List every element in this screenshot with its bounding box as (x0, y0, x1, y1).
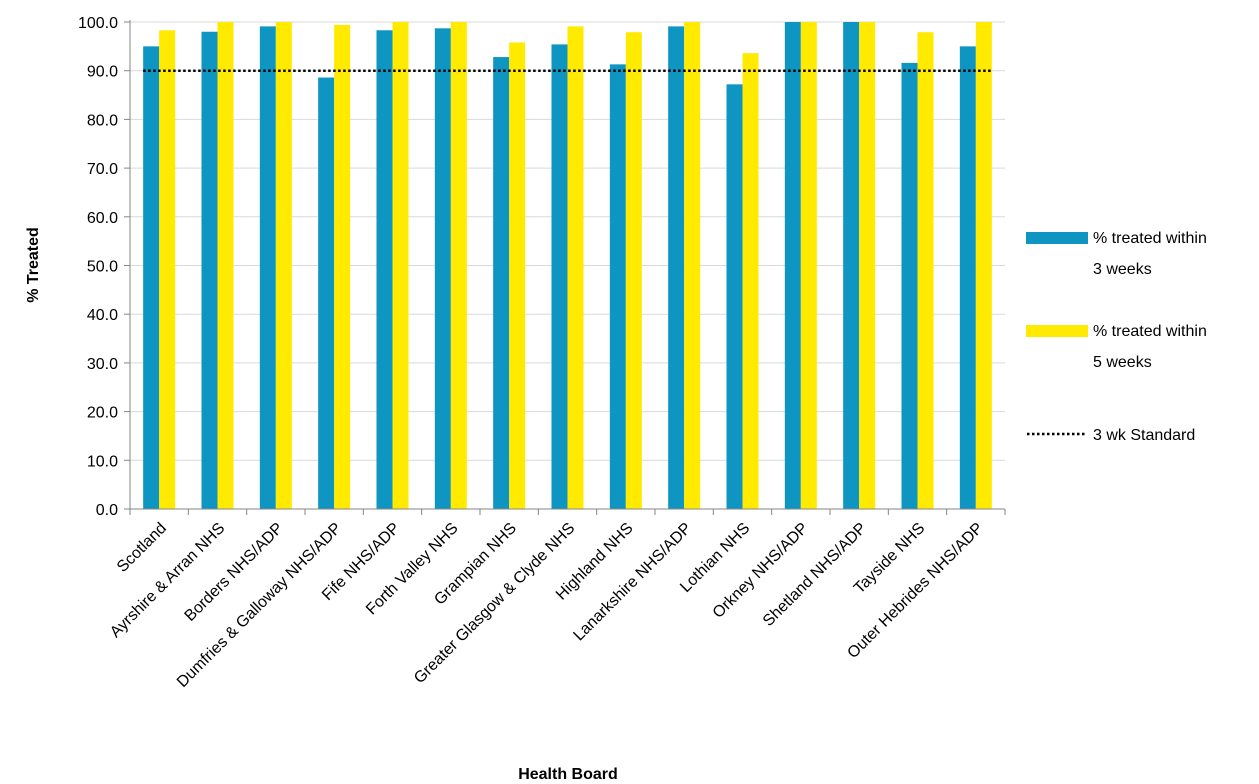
legend-label: % treated within (1093, 230, 1207, 247)
bar-five-weeks (567, 26, 584, 510)
legend-swatch (1026, 232, 1088, 244)
bar-five-weeks (275, 22, 292, 509)
bar-three-weeks (726, 84, 743, 509)
y-tick-label: 60.0 (87, 210, 118, 227)
x-tick-label: Shetland NHS/ADP (760, 520, 870, 630)
y-tick-labels: 0.0 10.0 20.0 30.0 40.0 50.0 60.0 70.0 80.0 90.0 1… (78, 15, 118, 519)
legend-swatch (1026, 325, 1088, 337)
bar-three-weeks (551, 44, 568, 509)
axes (124, 20, 1006, 515)
legend-label: 5 weeks (1093, 354, 1152, 371)
bar-three-weeks (143, 46, 160, 509)
bar-three-weeks (784, 22, 801, 509)
bars (143, 22, 992, 510)
bar-five-weeks (684, 22, 701, 509)
y-tick-label: 10.0 (87, 453, 118, 470)
bar-three-weeks (201, 31, 218, 510)
legend-label: % treated within (1093, 323, 1207, 340)
bar-five-weeks (334, 24, 351, 510)
bar-three-weeks (668, 26, 685, 510)
legend-label: 3 weeks (1093, 261, 1152, 278)
bar-three-weeks (959, 46, 976, 509)
x-tick-label: Ayrshire & Arran NHS (107, 520, 228, 641)
bar-three-weeks (609, 64, 626, 509)
y-tick-label: 0.0 (96, 502, 118, 519)
x-tick-label: Lanarkshire NHS/ADP (570, 520, 695, 645)
bar-three-weeks (901, 62, 918, 510)
bar-three-weeks (493, 57, 510, 510)
y-tick-label: 70.0 (87, 161, 118, 178)
y-tick-label: 80.0 (87, 112, 118, 129)
bar-five-weeks (859, 22, 876, 509)
y-tick-label: 90.0 (87, 64, 118, 81)
y-tick-label: 30.0 (87, 356, 118, 373)
legend: % treated within 3 weeks % treated within 5… (1026, 230, 1207, 444)
bar-five-weeks (450, 22, 467, 509)
y-tick-label: 20.0 (87, 405, 118, 422)
y-tick-label: 50.0 (87, 259, 118, 276)
bar-three-weeks (843, 22, 860, 509)
bar-five-weeks (800, 22, 817, 509)
bar-five-weeks (392, 22, 409, 509)
bar-three-weeks (434, 28, 451, 510)
bar-five-weeks (159, 30, 176, 510)
y-tick-label: 100.0 (78, 15, 118, 32)
x-tick-label: Scotland (114, 520, 170, 576)
bar-three-weeks (259, 26, 276, 510)
bar-five-weeks (975, 22, 992, 509)
legend-label: 3 wk Standard (1093, 427, 1195, 444)
y-axis-title: % Treated (25, 227, 42, 303)
x-axis-title: Health Board (518, 766, 618, 783)
bar-three-weeks (318, 77, 335, 509)
bar-five-weeks (625, 32, 642, 510)
bar-three-weeks (376, 30, 393, 510)
bar-five-weeks (742, 53, 759, 509)
bar-five-weeks (917, 32, 934, 510)
bar-five-weeks (217, 22, 234, 509)
bar-five-weeks (509, 42, 526, 509)
y-tick-label: 40.0 (87, 307, 118, 324)
x-tick-label: Borders NHS/ADP (182, 520, 287, 625)
